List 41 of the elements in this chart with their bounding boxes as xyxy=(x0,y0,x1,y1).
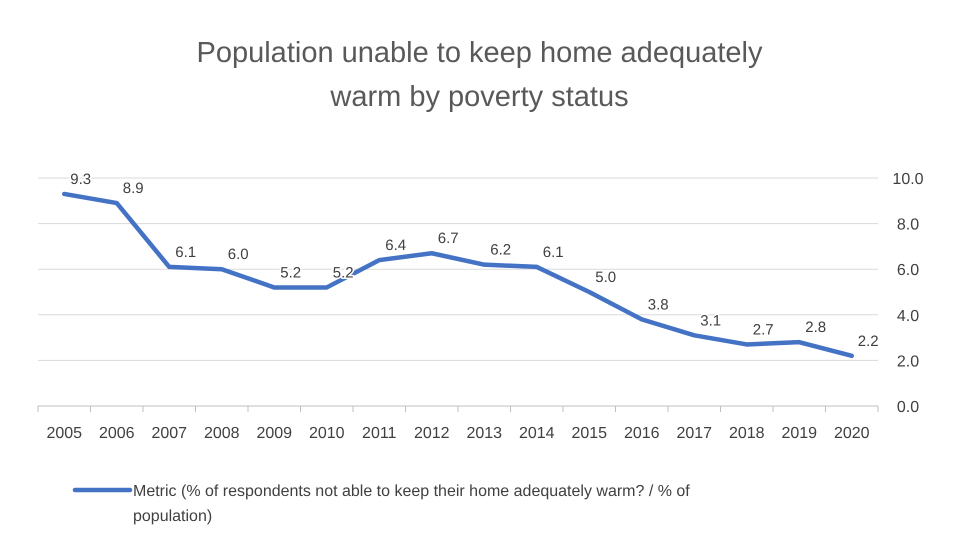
x-tick-label: 2007 xyxy=(151,425,188,442)
data-label: 6.0 xyxy=(228,246,249,264)
x-tick-label: 2015 xyxy=(571,425,608,442)
legend-label: Metric (% of respondents not able to keep their home adequately warm? / % of population) xyxy=(133,482,691,527)
data-label: 5.2 xyxy=(332,264,354,282)
x-tick-label: 2009 xyxy=(256,425,292,442)
data-label: 6.1 xyxy=(175,244,196,261)
y-tick-label: 2.0 xyxy=(896,353,920,370)
data-label: 5.0 xyxy=(595,269,616,286)
data-label: 2.8 xyxy=(805,319,826,336)
x-tick-label: 2011 xyxy=(362,425,397,442)
x-tick-label: 2005 xyxy=(46,425,82,442)
data-label: 3.1 xyxy=(700,312,722,330)
data-label: 5.2 xyxy=(280,264,302,282)
x-tick-label: 2020 xyxy=(834,425,870,442)
data-label: 8.9 xyxy=(122,180,144,198)
data-label: 6.1 xyxy=(542,244,564,261)
x-tick-label: 2017 xyxy=(676,425,712,442)
y-tick-label: 8.0 xyxy=(896,216,920,234)
data-label: 2.7 xyxy=(752,321,774,338)
y-tick-label: 0.0 xyxy=(896,399,920,416)
chart-title: Population unable to keep home adequately warm by poverty status xyxy=(196,37,763,113)
data-label: 6.2 xyxy=(490,242,512,259)
x-tick-label: 2018 xyxy=(728,425,765,442)
x-tick-label: 2013 xyxy=(466,425,502,442)
data-label: 6.4 xyxy=(385,237,406,254)
y-tick-label: 4.0 xyxy=(896,308,920,325)
x-tick-label: 2016 xyxy=(624,425,660,442)
x-tick-label: 2014 xyxy=(518,425,555,442)
x-tick-label: 2019 xyxy=(781,425,818,442)
data-label: 6.7 xyxy=(438,230,459,248)
data-label: 3.8 xyxy=(648,296,669,314)
data-label: 2.2 xyxy=(858,332,879,350)
x-tick-label: 2008 xyxy=(204,425,240,442)
line-series xyxy=(62,192,854,358)
x-tick-label: 2010 xyxy=(308,425,345,442)
x-tick-label: 2006 xyxy=(98,425,135,442)
data-label: 9.3 xyxy=(70,170,92,188)
y-tick-label: 10.0 xyxy=(892,171,924,188)
y-tick-label: 6.0 xyxy=(896,262,920,280)
x-tick-label: 2012 xyxy=(414,425,450,442)
